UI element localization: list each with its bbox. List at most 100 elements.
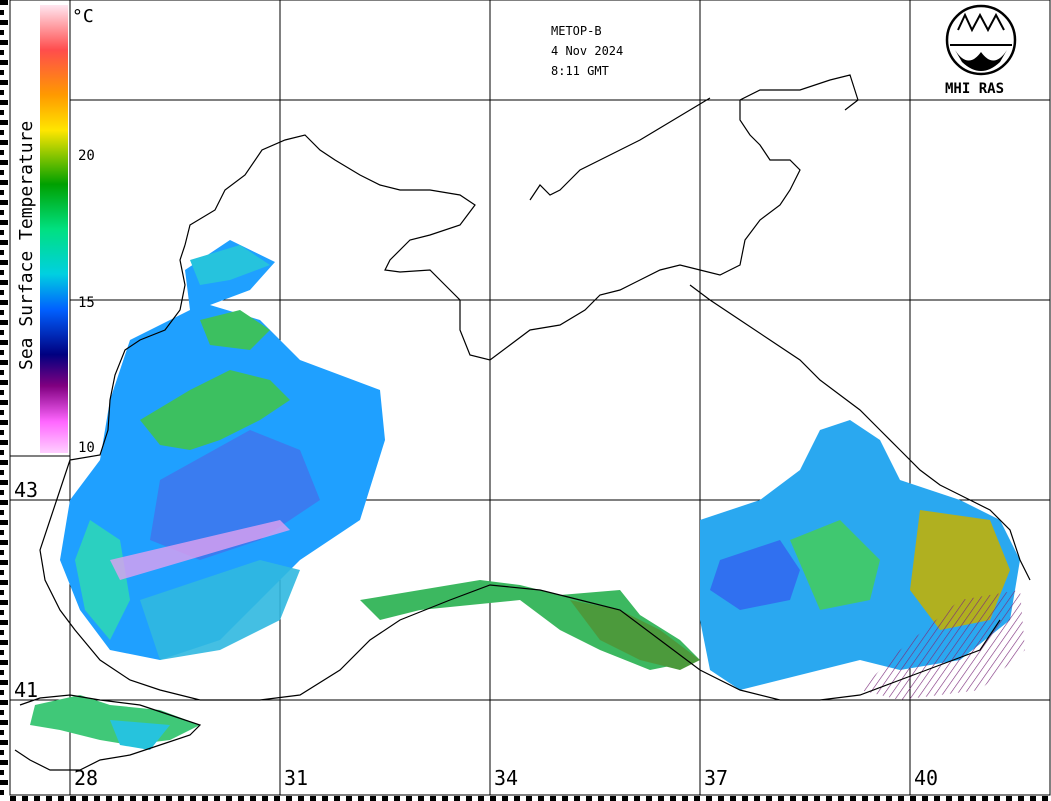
left-tick — [0, 270, 4, 275]
bottom-tick — [658, 796, 664, 801]
bottom-tick — [82, 796, 88, 801]
logo-text: MHI RAS — [945, 81, 1004, 97]
lat-label-41: 41 — [14, 678, 38, 702]
bottom-tick — [850, 796, 856, 801]
left-tick — [0, 20, 8, 25]
left-tick — [0, 740, 8, 745]
left-tick — [0, 470, 4, 475]
bottom-tick — [802, 796, 808, 801]
left-tick — [0, 160, 8, 165]
bottom-tick — [838, 796, 844, 801]
bottom-tick — [430, 796, 436, 801]
left-tick — [0, 200, 8, 205]
lon-label-28: 28 — [74, 766, 98, 790]
bottom-tick — [10, 796, 16, 801]
bottom-tick — [514, 796, 520, 801]
left-tick — [0, 450, 4, 455]
bottom-tick — [982, 796, 988, 801]
left-tick — [0, 690, 4, 695]
bottom-tick — [562, 796, 568, 801]
left-tick — [0, 340, 8, 345]
left-tick — [0, 210, 4, 215]
bottom-tick — [718, 796, 724, 801]
left-tick — [0, 530, 4, 535]
left-tick — [0, 620, 8, 625]
lon-label-31: 31 — [284, 766, 308, 790]
left-tick — [0, 390, 4, 395]
bottom-tick — [46, 796, 52, 801]
bottom-tick — [778, 796, 784, 801]
bottom-tick — [34, 796, 40, 801]
left-tick — [0, 150, 4, 155]
left-tick — [0, 730, 4, 735]
left-tick — [0, 770, 4, 775]
left-tick — [0, 280, 8, 285]
bottom-tick — [826, 796, 832, 801]
bottom-tick — [934, 796, 940, 801]
left-tick — [0, 610, 4, 615]
bottom-tick — [730, 796, 736, 801]
left-tick — [0, 710, 4, 715]
lat-label-43: 43 — [14, 478, 38, 502]
left-tick — [0, 50, 4, 55]
bottom-tick — [766, 796, 772, 801]
left-tick — [0, 250, 4, 255]
left-tick — [0, 660, 8, 665]
bottom-tick — [94, 796, 100, 801]
left-tick — [0, 760, 8, 765]
left-tick — [0, 330, 4, 335]
left-tick — [0, 360, 8, 365]
bottom-tick — [646, 796, 652, 801]
bottom-tick — [862, 796, 868, 801]
left-tick — [0, 580, 8, 585]
left-tick — [0, 560, 8, 565]
bottom-tick — [1030, 796, 1036, 801]
bottom-tick — [70, 796, 76, 801]
left-tick — [0, 40, 8, 45]
bottom-tick — [946, 796, 952, 801]
bottom-tick — [898, 796, 904, 801]
bottom-tick — [442, 796, 448, 801]
bottom-tick — [502, 796, 508, 801]
left-tick — [0, 300, 8, 305]
left-tick — [0, 310, 4, 315]
bottom-tick — [574, 796, 580, 801]
left-tick — [0, 410, 4, 415]
left-tick — [0, 600, 8, 605]
bottom-tick — [958, 796, 964, 801]
left-tick — [0, 490, 4, 495]
left-tick-scale — [0, 0, 8, 795]
sst-marmara — [30, 695, 200, 750]
left-tick — [0, 570, 4, 575]
bottom-tick — [394, 796, 400, 801]
bottom-tick — [418, 796, 424, 801]
bottom-tick — [994, 796, 1000, 801]
bottom-tick — [814, 796, 820, 801]
bottom-tick — [922, 796, 928, 801]
bottom-tick — [166, 796, 172, 801]
pass-time: 8:11 GMT — [551, 64, 609, 78]
bottom-tick — [910, 796, 916, 801]
bottom-tick — [886, 796, 892, 801]
bottom-tick — [406, 796, 412, 801]
bottom-tick — [334, 796, 340, 801]
colorbar-tick-15: 15 — [78, 295, 95, 311]
left-tick — [0, 520, 8, 525]
bottom-tick — [1006, 796, 1012, 801]
bottom-tick — [598, 796, 604, 801]
bottom-tick — [742, 796, 748, 801]
left-tick — [0, 640, 8, 645]
left-tick — [0, 370, 4, 375]
left-tick — [0, 350, 4, 355]
bottom-tick — [118, 796, 124, 801]
bottom-tick — [106, 796, 112, 801]
bottom-tick — [694, 796, 700, 801]
bottom-tick — [310, 796, 316, 801]
bottom-tick — [190, 796, 196, 801]
left-tick — [0, 10, 4, 15]
left-tick — [0, 130, 4, 135]
bottom-tick — [586, 796, 592, 801]
left-tick — [0, 720, 8, 725]
left-tick — [0, 790, 4, 795]
colorbar-unit: °C — [72, 6, 94, 27]
